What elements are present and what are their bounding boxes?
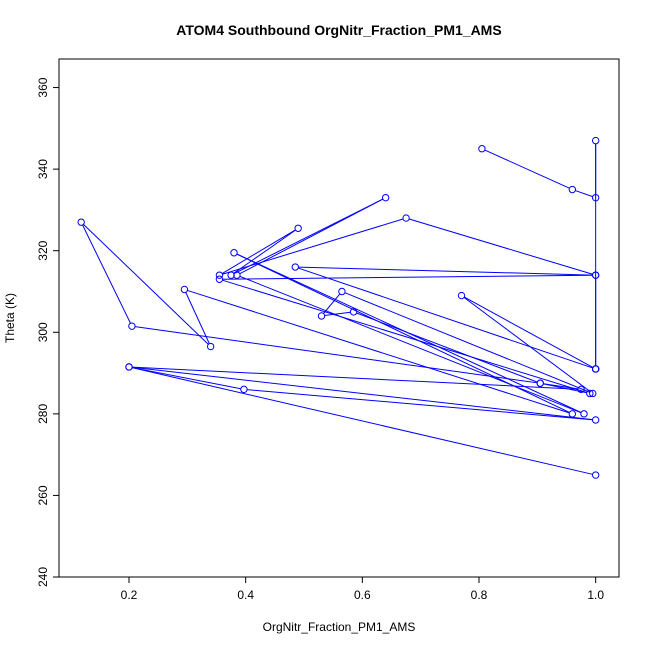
series-lines <box>82 143 597 475</box>
series-segment <box>222 218 404 275</box>
series-segment <box>247 389 593 421</box>
data-point <box>586 389 594 398</box>
data-point <box>591 193 600 202</box>
y-tick-label: 340 <box>36 159 50 179</box>
x-tick-label: 0.4 <box>237 588 254 602</box>
series-segment <box>409 218 593 275</box>
data-point <box>580 410 588 418</box>
data-point <box>591 136 600 145</box>
series-segment <box>575 190 593 198</box>
data-point <box>591 416 600 424</box>
series-segment <box>132 366 578 390</box>
data-point <box>230 249 238 257</box>
data-point <box>591 365 600 373</box>
x-tick-label: 0.6 <box>354 588 371 602</box>
y-tick-label: 240 <box>36 567 50 587</box>
x-tick-label: 0.2 <box>121 588 138 602</box>
data-point <box>291 263 299 271</box>
series-segment <box>222 279 587 393</box>
data-point <box>591 271 600 279</box>
data-point <box>381 193 390 202</box>
data-point <box>317 312 326 320</box>
data-point <box>589 389 597 398</box>
data-point <box>536 379 544 387</box>
series-segment <box>135 326 538 384</box>
data-point <box>349 308 358 316</box>
series-segment <box>83 224 209 345</box>
series-segment <box>132 367 593 475</box>
y-tick-label: 320 <box>36 240 50 260</box>
series-segment <box>543 383 578 390</box>
series-segment <box>239 275 582 414</box>
series-segment <box>323 293 341 314</box>
series-segment <box>82 224 131 324</box>
series-segment <box>132 366 593 421</box>
x-axis: 0.2 0.4 0.6 0.8 1.0 <box>121 577 604 602</box>
series-segment <box>463 297 591 392</box>
x-axis-label: OrgNitr_Fraction_PM1_AMS <box>263 620 416 634</box>
series-segment <box>187 289 570 414</box>
data-point <box>568 410 577 418</box>
x-tick-label: 0.8 <box>471 588 488 602</box>
data-point <box>206 342 215 351</box>
data-point <box>457 291 466 300</box>
y-tick-label: 260 <box>36 485 50 505</box>
x-tick-label: 1.0 <box>587 588 604 602</box>
y-axis-label: Theta (K) <box>3 293 17 343</box>
series-segment <box>484 149 570 189</box>
chart-title: ATOM4 Southbound OrgNitr_Fraction_PM1_AM… <box>176 22 501 38</box>
series-segment <box>464 296 594 368</box>
y-tick-label: 360 <box>36 77 50 97</box>
series-segment <box>185 292 210 344</box>
data-point <box>180 285 189 294</box>
series-segment <box>239 198 384 275</box>
series-segment <box>298 266 593 276</box>
data-point <box>402 214 410 222</box>
series-segment <box>132 367 241 390</box>
data-point <box>568 185 577 194</box>
series-points <box>77 136 600 479</box>
plot-frame <box>58 58 620 578</box>
plot-area <box>77 136 600 479</box>
series-segment <box>344 292 590 393</box>
data-point <box>215 271 224 279</box>
data-point <box>240 385 248 394</box>
data-point <box>227 271 235 279</box>
data-point <box>478 145 486 153</box>
data-point <box>338 287 346 296</box>
data-point <box>577 385 585 394</box>
series-segment <box>356 312 538 383</box>
y-tick-label: 280 <box>36 404 50 424</box>
data-point <box>128 322 136 330</box>
data-point <box>591 471 600 479</box>
series-segment <box>324 311 351 317</box>
series-segment <box>233 229 296 274</box>
series-segment <box>222 274 593 280</box>
data-point <box>77 218 85 226</box>
data-point <box>233 271 241 279</box>
data-point <box>125 363 133 371</box>
series-segment <box>298 267 593 369</box>
y-tick-label: 300 <box>36 322 50 342</box>
y-axis: 240 260 280 300 320 340 360 <box>36 77 59 587</box>
series-segment <box>221 229 296 274</box>
data-point <box>215 275 224 283</box>
data-point <box>294 224 302 232</box>
